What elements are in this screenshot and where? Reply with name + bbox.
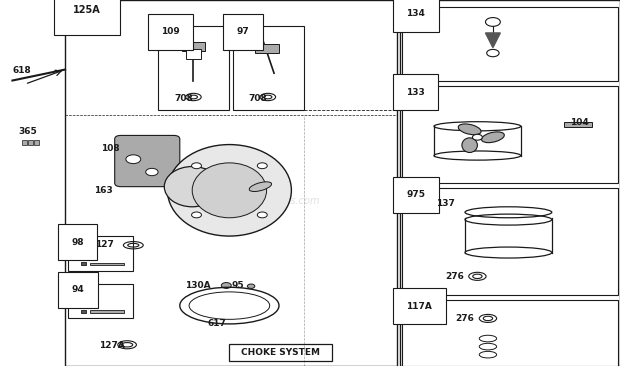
Text: 618: 618 [12,66,31,75]
Ellipse shape [482,132,504,143]
Ellipse shape [164,167,220,207]
Bar [186,49,201,59]
Bar [90,263,124,265]
Text: 137: 137 [436,199,454,209]
Ellipse shape [462,138,477,153]
Text: 104: 104 [570,118,589,127]
Text: 163: 163 [94,186,113,195]
Bar [158,26,229,110]
Ellipse shape [249,182,272,191]
Circle shape [146,168,158,176]
Ellipse shape [479,335,497,342]
Bar [28,140,33,145]
Text: 125A: 125A [73,5,101,15]
Text: 130A: 130A [185,281,210,290]
Bar [68,284,133,318]
Circle shape [221,283,231,288]
Text: 276: 276 [445,272,464,281]
Circle shape [257,163,267,169]
Bar [65,0,397,366]
Bar [90,310,124,313]
Text: 133: 133 [406,88,425,97]
Text: 975: 975 [406,190,425,199]
Ellipse shape [479,343,497,350]
Bar [22,140,27,145]
Text: 127: 127 [95,240,113,249]
Ellipse shape [458,124,481,135]
Text: eReplacementParts.com: eReplacementParts.com [201,196,320,206]
Bar [402,300,618,366]
Bar [402,188,618,295]
Bar [68,236,133,271]
Text: 276: 276 [456,314,474,323]
Bar [34,140,39,145]
Text: 109: 109 [161,27,180,37]
Text: 365: 365 [19,127,37,136]
Text: 708: 708 [175,94,193,103]
Ellipse shape [434,122,521,131]
Text: 94: 94 [71,285,84,295]
Bar [402,86,618,183]
Text: 127A: 127A [99,341,125,350]
Bar [182,42,205,51]
Bar [564,122,592,127]
Ellipse shape [434,151,521,160]
Bar [402,7,618,81]
Bar [81,310,86,313]
Circle shape [192,212,202,218]
FancyBboxPatch shape [115,135,180,187]
Text: 95: 95 [231,281,244,290]
Bar [400,0,620,366]
Ellipse shape [465,247,552,258]
Ellipse shape [479,351,497,358]
Bar [255,44,279,53]
Bar [229,344,332,361]
Text: 708: 708 [248,94,267,103]
Circle shape [247,284,255,288]
Text: 117A: 117A [406,302,432,311]
Circle shape [472,134,482,140]
Text: 98: 98 [71,238,84,247]
Text: 134: 134 [406,9,425,18]
Ellipse shape [192,163,267,218]
Circle shape [126,155,141,164]
Ellipse shape [167,145,291,236]
Bar [232,26,304,110]
Bar [81,262,86,265]
Text: 617: 617 [208,320,226,328]
Circle shape [257,212,267,218]
Text: 108: 108 [101,144,120,153]
Polygon shape [485,33,500,48]
Text: 97: 97 [236,27,249,37]
Text: CHOKE SYSTEM: CHOKE SYSTEM [241,348,320,357]
Circle shape [192,163,202,169]
